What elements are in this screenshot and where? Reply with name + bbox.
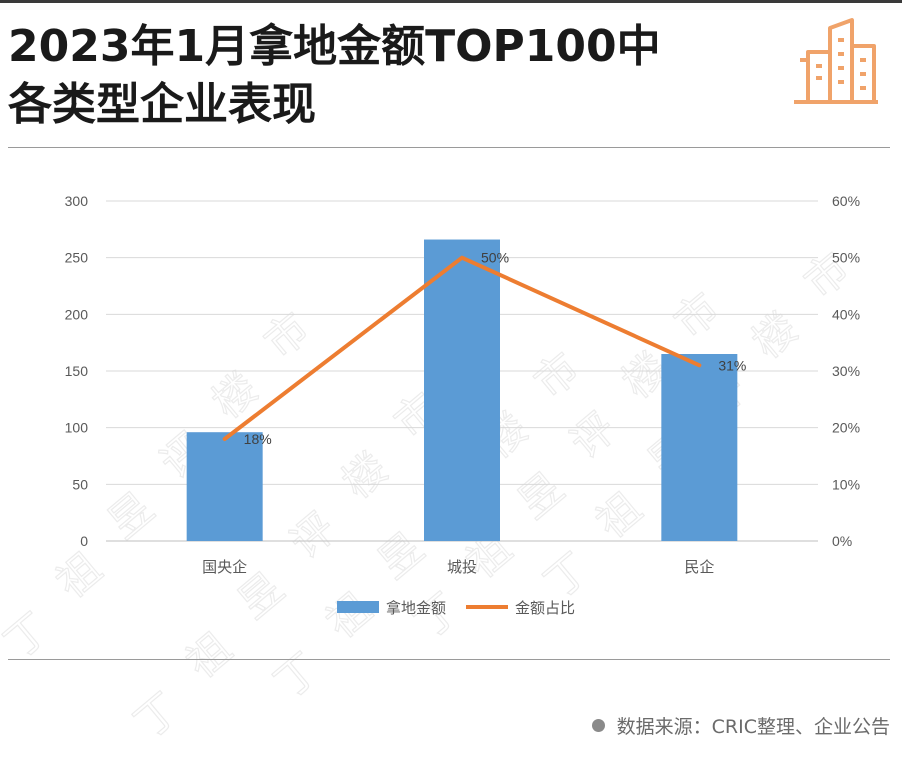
left-axis-tick-label: 250: [65, 250, 89, 266]
legend-bar-swatch: [337, 601, 379, 613]
line-point: [460, 256, 464, 260]
bar: [186, 432, 263, 541]
legend-label: 拿地金额: [386, 599, 446, 617]
left-axis-tick-label: 100: [65, 420, 89, 436]
combo-chart: 18% 50% 31% 0 0% 50 10% 100 20% 150 30% 200 40% 250 5…: [65, 193, 860, 617]
right-axis-tick-label: 30%: [832, 363, 860, 379]
data-label: 31%: [718, 357, 746, 373]
right-axis-tick-label: 0%: [832, 533, 852, 549]
top-rule: [0, 0, 902, 3]
left-axis-tick-label: 200: [65, 306, 89, 322]
data-label: 18%: [244, 431, 272, 447]
title-line-1: 2023年1月拿地金额TOP100中: [8, 21, 661, 72]
left-axis-tick-label: 50: [72, 476, 88, 492]
category-label: 国央企: [202, 558, 247, 576]
page-title: 2023年1月拿地金额TOP100中 各类型企业表现: [8, 18, 768, 134]
category-label: 城投: [447, 558, 477, 576]
data-label: 50%: [481, 250, 509, 266]
footer-divider: [8, 659, 890, 660]
right-axis-tick-label: 20%: [832, 420, 860, 436]
left-axis-tick-label: 150: [65, 363, 89, 379]
source-text: 数据来源：CRIC整理、企业公告: [616, 716, 890, 738]
bar: [661, 354, 738, 541]
line-point: [223, 437, 227, 441]
source-note: 数据来源：CRIC整理、企业公告: [591, 712, 890, 739]
bar: [424, 239, 500, 542]
left-axis-tick-label: 300: [65, 193, 89, 209]
buildings-icon: [794, 18, 878, 104]
watermark-glyph: 丁: [125, 683, 189, 748]
legend-label: 金额占比: [515, 599, 575, 617]
line-point: [697, 363, 701, 367]
bullet-dot-icon: [591, 719, 605, 732]
right-axis-tick-label: 60%: [832, 193, 860, 209]
title-line-2: 各类型企业表现: [8, 79, 316, 130]
header-divider: [8, 147, 890, 148]
right-axis-tick-label: 50%: [832, 250, 860, 266]
category-label: 民企: [684, 558, 714, 576]
right-axis-tick-label: 40%: [832, 306, 860, 322]
left-axis-tick-label: 0: [80, 533, 88, 549]
right-axis-tick-label: 10%: [832, 476, 860, 492]
